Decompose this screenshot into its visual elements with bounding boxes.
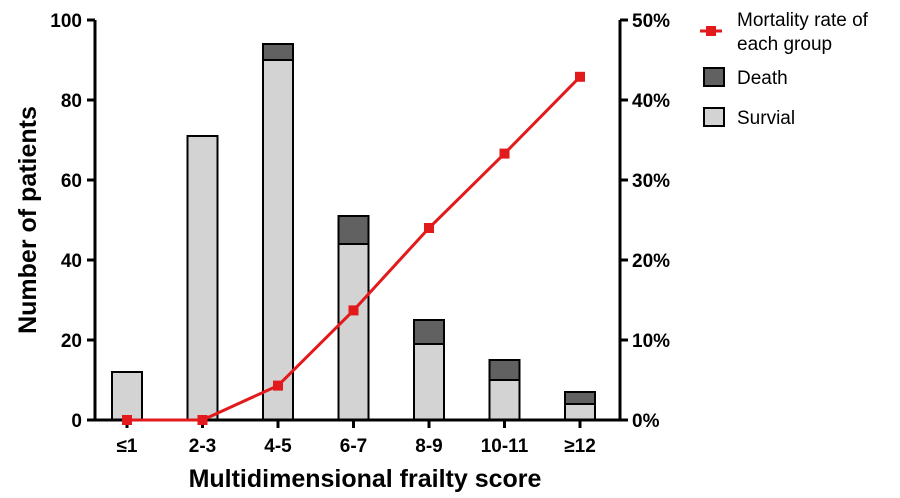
x-tick-label-0: ≤1 <box>117 436 138 457</box>
left-y-tick-label-2: 40 <box>61 251 82 272</box>
left-y-tick-label-0: 0 <box>71 411 82 432</box>
left-y-tick-label-1: 20 <box>61 331 82 352</box>
x-axis-title: Multidimensional frailty score <box>189 465 542 493</box>
legend-label-mortality-line1: Mortality rate of <box>737 10 869 31</box>
survival-bar-2 <box>262 59 294 421</box>
right-y-tick-label-3: 30% <box>632 171 670 192</box>
right-y-tick-label-0: 0% <box>632 411 660 432</box>
mortality-rate-point-4 <box>424 223 434 233</box>
legend-label-mortality-line2: each group <box>737 34 832 55</box>
mortality-rate-point-2 <box>273 380 283 391</box>
survival-bar-5 <box>488 379 521 421</box>
mortality-rate-point-1 <box>197 415 208 425</box>
mortality-rate-point-6 <box>575 71 585 82</box>
survival-bar-3 <box>337 243 370 421</box>
survival-bar-1 <box>186 135 219 421</box>
right-y-tick-label-4: 40% <box>632 91 670 112</box>
x-tick-label-3: 6-7 <box>340 436 367 457</box>
right-y-tick-label-1: 10% <box>632 331 670 352</box>
mortality-rate-point-3 <box>348 305 359 316</box>
death-bar-5 <box>488 359 521 381</box>
x-tick-label-6: ≥12 <box>564 436 596 457</box>
x-tick-label-5: 10-11 <box>481 436 529 457</box>
death-bar-4 <box>413 319 445 345</box>
legend-death-swatch <box>703 67 725 87</box>
legend-label-survival: Survial <box>737 108 795 129</box>
death-bar-2 <box>262 43 294 61</box>
survival-bar-6 <box>564 403 596 421</box>
x-tick-label-1: 2-3 <box>189 436 216 457</box>
left-y-tick-label-3: 60 <box>61 171 82 192</box>
survival-bar-4 <box>413 343 445 421</box>
death-bar-3 <box>337 215 370 245</box>
legend-survival-swatch <box>703 107 725 127</box>
legend-label-death: Death <box>737 68 788 89</box>
legend-line-marker <box>706 26 716 36</box>
mortality-rate-point-5 <box>499 148 510 159</box>
left-y-tick-label-5: 100 <box>50 11 82 32</box>
survival-bar-0 <box>111 371 143 421</box>
right-y-tick-label-5: 50% <box>632 11 670 32</box>
left-y-tick-label-4: 80 <box>61 91 82 112</box>
y-axis-title: Number of patients <box>14 106 42 334</box>
mortality-rate-point-0 <box>122 415 132 425</box>
x-tick-label-4: 8-9 <box>415 436 442 457</box>
right-y-tick-label-2: 20% <box>632 251 670 272</box>
x-tick-label-2: 4-5 <box>264 436 292 457</box>
death-bar-6 <box>564 391 596 405</box>
